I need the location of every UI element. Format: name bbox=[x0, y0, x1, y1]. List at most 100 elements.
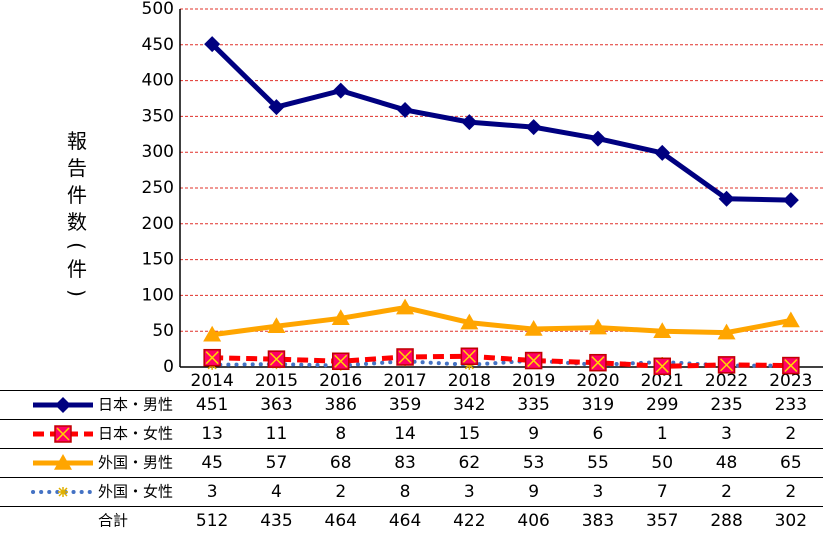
table-cell: 11 bbox=[266, 424, 288, 444]
y-tick-label: 0 bbox=[163, 357, 174, 377]
data-point-0 bbox=[654, 144, 671, 161]
data-point-2 bbox=[781, 311, 800, 328]
table-cell: 3 bbox=[207, 482, 218, 502]
data-point-2 bbox=[588, 318, 607, 335]
table-cell: 2 bbox=[721, 482, 732, 502]
legend-label: 外国・女性 bbox=[98, 483, 173, 501]
series-line-2 bbox=[211, 305, 792, 338]
y-tick-label: 450 bbox=[142, 35, 174, 55]
table-cell: 14 bbox=[394, 424, 416, 444]
table-cell: 50 bbox=[651, 453, 673, 473]
table-cell: 233 bbox=[775, 395, 807, 415]
table-cell: 7 bbox=[657, 482, 668, 502]
table-cell: 55 bbox=[587, 453, 609, 473]
table-cell: 386 bbox=[325, 395, 357, 415]
total-label: 合計 bbox=[98, 512, 128, 530]
table-cell: 57 bbox=[266, 453, 288, 473]
y-tick-label: 100 bbox=[142, 285, 174, 305]
data-point-2 bbox=[717, 323, 736, 340]
data-point-2 bbox=[203, 325, 222, 342]
data-point-2 bbox=[653, 322, 672, 338]
table-cell: 48 bbox=[716, 453, 738, 473]
data-point-0 bbox=[718, 190, 735, 207]
y-tick-label: 500 bbox=[142, 0, 174, 19]
y-axis-label: 報告件数 (件) bbox=[62, 128, 92, 303]
data-point-2 bbox=[524, 320, 543, 336]
y-tick-label: 350 bbox=[142, 106, 174, 126]
table-cell: 9 bbox=[528, 424, 539, 444]
table-cell: 235 bbox=[710, 395, 742, 415]
table-cell: 53 bbox=[523, 453, 545, 473]
total-cell: 288 bbox=[710, 511, 742, 531]
data-point-1-cross bbox=[205, 351, 219, 365]
table-cell: 9 bbox=[528, 482, 539, 502]
y-tick-label: 300 bbox=[142, 142, 174, 162]
y-label-char: ( bbox=[65, 242, 89, 250]
legend-label: 日本・男性 bbox=[98, 396, 173, 414]
data-point-1-cross bbox=[784, 359, 798, 373]
table-cell: 6 bbox=[593, 424, 604, 444]
table-cell: 45 bbox=[201, 453, 223, 473]
data-point-0 bbox=[782, 192, 799, 209]
table-cell: 319 bbox=[582, 395, 614, 415]
data-point-1-cross bbox=[269, 352, 283, 366]
series-line-3 bbox=[210, 358, 793, 368]
data-point-1-cross bbox=[462, 349, 476, 363]
data-point-0 bbox=[332, 82, 349, 99]
table-cell: 8 bbox=[400, 482, 411, 502]
data-point-2 bbox=[331, 309, 350, 326]
table-cell: 363 bbox=[260, 395, 292, 415]
data-point-1-cross bbox=[720, 358, 734, 372]
table-cell: 342 bbox=[453, 395, 485, 415]
table-cell: 3 bbox=[464, 482, 475, 502]
x-tick-label: 2020 bbox=[576, 371, 619, 391]
table-cell: 68 bbox=[330, 453, 352, 473]
table-cell: 451 bbox=[196, 395, 228, 415]
total-cell: 435 bbox=[260, 511, 292, 531]
table-cell: 1 bbox=[657, 424, 668, 444]
table-cell: 2 bbox=[335, 482, 346, 502]
data-point-1-cross bbox=[398, 350, 412, 364]
table-cell: 13 bbox=[201, 424, 223, 444]
table-cell: 2 bbox=[785, 482, 796, 502]
total-cell: 512 bbox=[196, 511, 228, 531]
data-point-0 bbox=[204, 36, 221, 53]
table-cell: 62 bbox=[459, 453, 481, 473]
y-tick-label: 250 bbox=[142, 178, 174, 198]
series-line-0 bbox=[210, 42, 791, 203]
table-cell: 65 bbox=[780, 453, 802, 473]
y-label-char: 告 bbox=[67, 156, 87, 180]
table-cell: 4 bbox=[271, 482, 282, 502]
x-tick-label: 2016 bbox=[319, 371, 362, 391]
table-cell: 2 bbox=[785, 424, 796, 444]
legend-label: 日本・女性 bbox=[98, 425, 173, 443]
total-cell: 357 bbox=[646, 511, 678, 531]
series-line-1 bbox=[212, 353, 791, 369]
total-cell: 464 bbox=[325, 511, 357, 531]
data-point-1-cross bbox=[527, 354, 541, 368]
y-label-char: 報 bbox=[67, 129, 87, 153]
legend-marker-2 bbox=[54, 454, 72, 470]
data-point-1-cross bbox=[591, 356, 605, 370]
total-cell: 383 bbox=[582, 511, 614, 531]
data-point-2 bbox=[267, 317, 286, 333]
x-tick-label: 2015 bbox=[255, 371, 298, 391]
data-point-2 bbox=[460, 313, 479, 330]
legend-marker-3 bbox=[58, 487, 68, 497]
x-tick-label: 2022 bbox=[705, 371, 748, 391]
total-cell: 422 bbox=[453, 511, 485, 531]
legend-marker-0 bbox=[55, 397, 71, 413]
y-tick-label: 400 bbox=[142, 71, 174, 91]
data-point-0 bbox=[268, 99, 285, 116]
x-tick-label: 2019 bbox=[512, 371, 555, 391]
y-label-char: ) bbox=[65, 289, 89, 297]
x-tick-label: 2014 bbox=[191, 371, 234, 391]
data-point-0 bbox=[589, 130, 606, 147]
table-cell: 3 bbox=[721, 424, 732, 444]
x-tick-label: 2018 bbox=[448, 371, 491, 391]
total-cell: 302 bbox=[775, 511, 807, 531]
table-cell: 299 bbox=[646, 395, 678, 415]
table-cell: 3 bbox=[593, 482, 604, 502]
table-cell: 335 bbox=[517, 395, 549, 415]
